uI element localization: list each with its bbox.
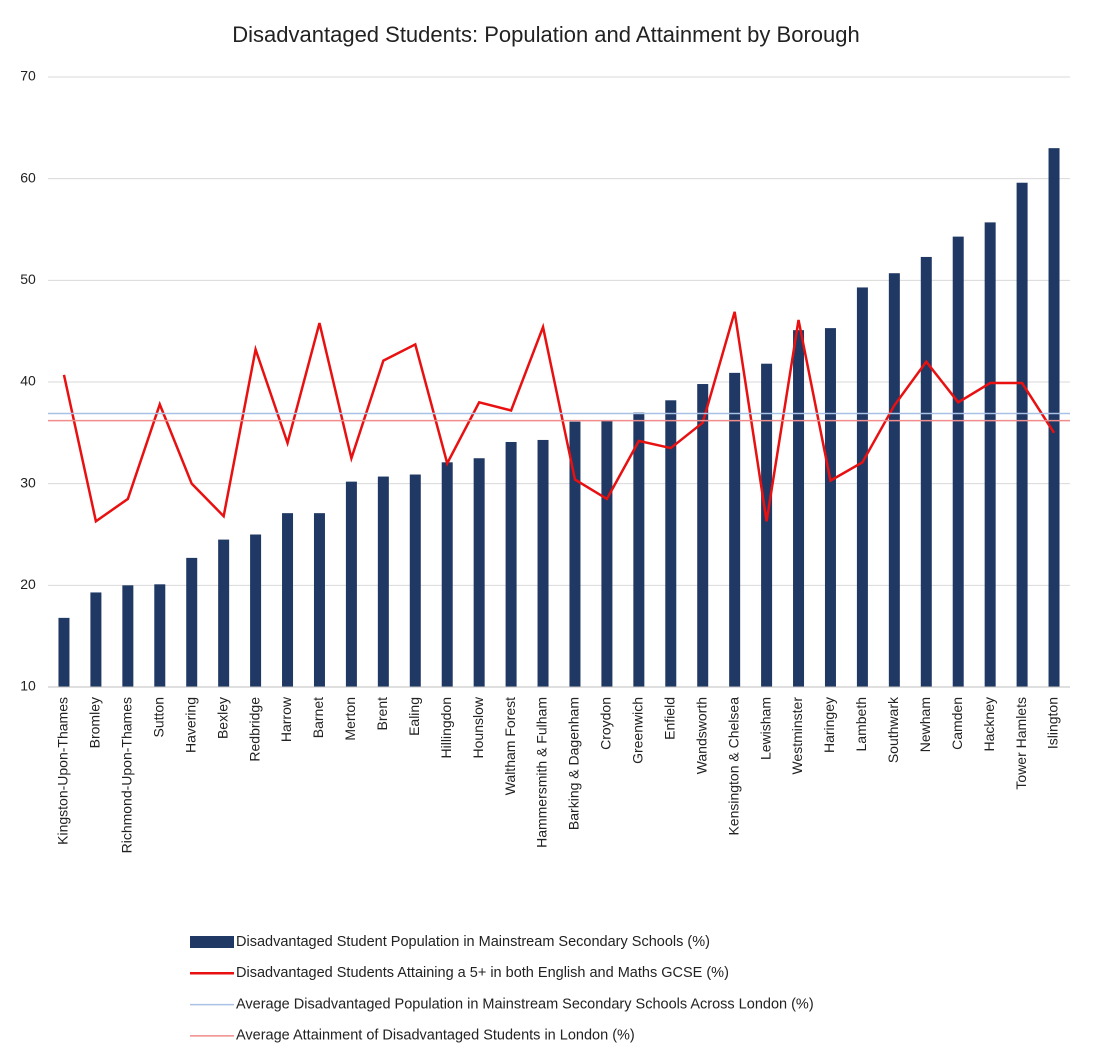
x-tick-label: Kingston-Upon-Thames (55, 697, 71, 845)
bar (377, 476, 389, 687)
x-tick-label: Southwark (885, 696, 901, 763)
y-tick-label: 60 (20, 169, 36, 185)
x-tick-label: Croydon (598, 697, 614, 750)
y-tick-label: 20 (20, 576, 36, 592)
x-tick-label: Bromley (87, 697, 103, 748)
y-tick-label: 50 (20, 271, 36, 287)
x-tick-label: Hounslow (470, 696, 486, 758)
bar (1048, 148, 1060, 687)
x-tick-label: Hammersmith & Fulham (534, 697, 550, 848)
x-tick-label: Newham (917, 697, 933, 752)
x-tick-label: Tower Hamlets (1013, 697, 1029, 790)
legend-label: Average Disadvantaged Population in Main… (236, 996, 814, 1012)
x-tick-label: Lambeth (853, 697, 869, 751)
bar (441, 462, 453, 687)
bar (824, 328, 836, 687)
bar (345, 481, 357, 687)
x-tick-label: Barnet (310, 697, 326, 738)
x-tick-label: Redbridge (246, 697, 262, 762)
legend-label: Disadvantaged Students Attaining a 5+ in… (236, 965, 729, 981)
bar (920, 256, 932, 687)
x-tick-label: Islington (1045, 697, 1061, 749)
bar (313, 513, 325, 687)
bar (633, 412, 645, 687)
x-tick-label: Barking & Dagenham (566, 697, 582, 830)
bar (952, 236, 964, 687)
bar (1016, 182, 1028, 687)
bar (984, 222, 996, 687)
bar (122, 585, 134, 687)
y-tick-label: 30 (20, 474, 36, 490)
x-tick-label: Richmond-Upon-Thames (119, 697, 135, 853)
bar (505, 441, 517, 687)
bar (665, 400, 677, 687)
legend-label: Average Attainment of Disadvantaged Stud… (236, 1028, 635, 1044)
x-tick-label: Hackney (981, 697, 997, 751)
legend-label: Disadvantaged Student Population in Main… (236, 934, 710, 950)
bar (250, 534, 262, 687)
x-tick-label: Hillingdon (438, 697, 454, 758)
legend-swatch (190, 936, 234, 948)
x-tick-label: Haringey (821, 697, 837, 753)
bar (537, 439, 549, 687)
x-tick-label: Kensington & Chelsea (725, 697, 741, 836)
line-series (62, 311, 1056, 524)
y-tick-label: 70 (20, 68, 36, 84)
bar (888, 273, 900, 687)
x-tick-label: Waltham Forest (502, 697, 518, 795)
x-tick-label: Wandsworth (693, 697, 709, 774)
bar (282, 513, 294, 687)
x-tick-label: Havering (182, 697, 198, 753)
x-tick-label: Bexley (214, 697, 230, 739)
bar (856, 287, 868, 687)
x-tick-label: Ealing (406, 697, 422, 736)
x-tick-label: Camden (949, 697, 965, 750)
bar (409, 474, 421, 687)
bar (761, 363, 773, 687)
bar (186, 557, 198, 687)
x-tick-label: Westminster (789, 697, 805, 775)
y-tick-label: 40 (20, 373, 36, 389)
x-tick-label: Greenwich (630, 697, 646, 764)
bar (58, 617, 70, 687)
x-tick-label: Enfield (661, 697, 677, 740)
x-tick-label: Merton (342, 697, 358, 741)
bar (473, 458, 485, 687)
bar (729, 372, 741, 687)
bar (154, 584, 166, 687)
chart-title: Disadvantaged Students: Population and A… (232, 22, 859, 47)
x-tick-label: Harrow (278, 696, 294, 742)
bar (601, 420, 613, 687)
bar (793, 330, 805, 687)
bar (218, 539, 230, 687)
y-tick-label: 10 (20, 678, 36, 694)
x-tick-label: Sutton (150, 697, 166, 737)
bar (90, 592, 102, 687)
bar (569, 421, 581, 687)
x-tick-label: Brent (374, 697, 390, 731)
x-tick-label: Lewisham (757, 697, 773, 760)
bar (697, 384, 709, 687)
